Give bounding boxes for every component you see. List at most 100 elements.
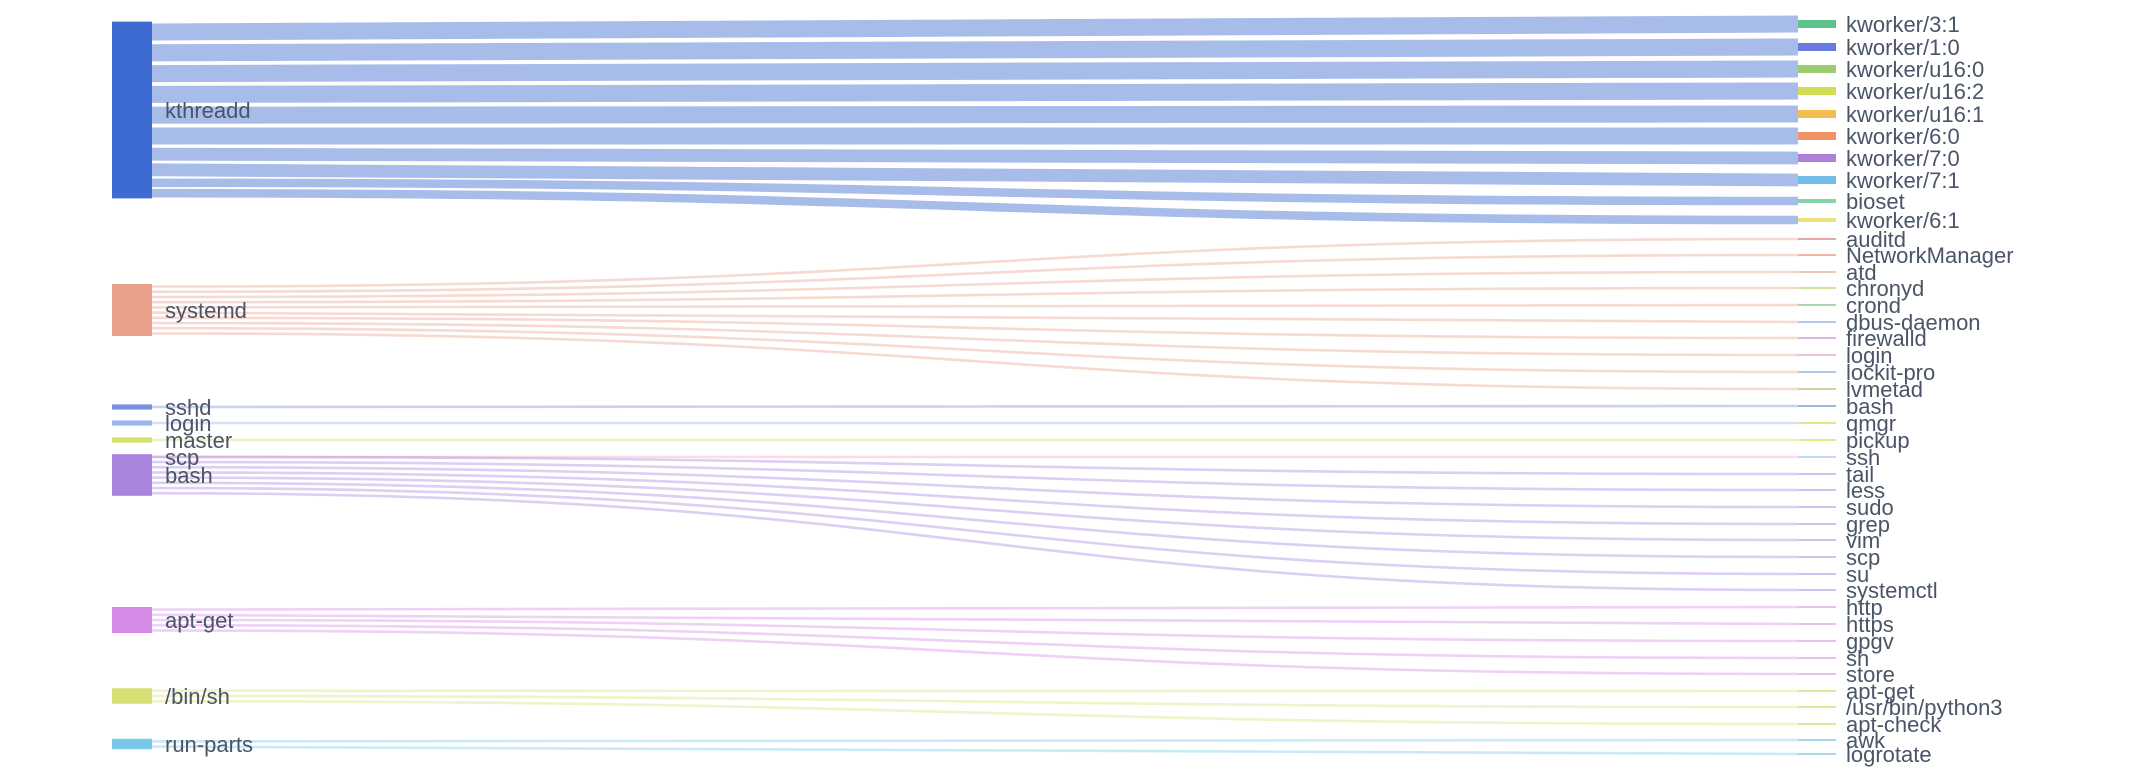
- link-systemd-to-lvmetad[interactable]: [151, 332, 1799, 391]
- link-bash-to-su[interactable]: [151, 486, 1799, 576]
- link-kthreadd-to-kworker-7-0[interactable]: [151, 147, 1799, 165]
- target-label: vim: [1846, 528, 1880, 553]
- target-node-auditd[interactable]: [1798, 238, 1836, 240]
- link-systemd-to-login[interactable]: [151, 321, 1799, 357]
- target-node-pickup[interactable]: [1798, 439, 1836, 441]
- target-node-su[interactable]: [1798, 573, 1836, 575]
- link-bash-to-sudo[interactable]: [151, 465, 1799, 509]
- link-apt-get-to-http[interactable]: [151, 605, 1799, 611]
- link-run-parts-to-awk[interactable]: [151, 738, 1799, 743]
- link-run-parts-to-logrotate[interactable]: [151, 745, 1799, 756]
- link-bash-to-scp[interactable]: [151, 481, 1799, 559]
- link-bash-to-systemctl[interactable]: [151, 491, 1799, 592]
- source-node-kthreadd[interactable]: [112, 21, 152, 199]
- target-node-tail[interactable]: [1798, 473, 1836, 475]
- link-bash-to-grep[interactable]: [151, 471, 1799, 526]
- target-node-systemctl[interactable]: [1798, 589, 1836, 591]
- link--bin-sh-to--usr-bin-python3[interactable]: [151, 694, 1799, 709]
- target-node-kworker-u16-0[interactable]: [1798, 65, 1836, 73]
- link-kthreadd-to-kworker-u16-0[interactable]: [151, 60, 1799, 83]
- source-label: scp: [165, 445, 199, 470]
- target-node-bioset[interactable]: [1798, 199, 1836, 203]
- target-node-qmgr[interactable]: [1798, 422, 1836, 424]
- target-node-crond[interactable]: [1798, 304, 1836, 306]
- link-systemd-to-atd[interactable]: [151, 270, 1799, 299]
- link-bash-to-vim[interactable]: [151, 476, 1799, 542]
- link-systemd-to-firewalld[interactable]: [151, 316, 1799, 340]
- target-node-bash[interactable]: [1798, 405, 1836, 407]
- target-node-apt-check[interactable]: [1798, 723, 1836, 725]
- link-kthreadd-to-bioset[interactable]: [151, 178, 1799, 206]
- link-systemd-to-dbus-daemon[interactable]: [151, 311, 1799, 324]
- target-node-sh[interactable]: [1798, 657, 1836, 659]
- target-node-kworker-3-1[interactable]: [1798, 20, 1836, 28]
- link-apt-get-to-https[interactable]: [151, 613, 1799, 626]
- target-node-dbus-daemon[interactable]: [1798, 321, 1836, 323]
- target-label: apt-check: [1846, 712, 1942, 737]
- link--bin-sh-to-apt-check[interactable]: [151, 699, 1799, 726]
- link-apt-get-to-store[interactable]: [151, 629, 1799, 676]
- target-node-kworker-1-0[interactable]: [1798, 43, 1836, 51]
- source-node--bin-sh[interactable]: [112, 688, 152, 704]
- source-node-sshd[interactable]: [112, 404, 152, 410]
- target-node-ssh[interactable]: [1798, 456, 1836, 458]
- target-node-grep[interactable]: [1798, 523, 1836, 525]
- target-node-kworker-6-1[interactable]: [1798, 218, 1836, 222]
- target-node-logrotate[interactable]: [1798, 753, 1836, 755]
- target-label: chronyd: [1846, 276, 1924, 301]
- source-node-systemd[interactable]: [112, 284, 152, 336]
- target-node-atd[interactable]: [1798, 271, 1836, 273]
- target-label: auditd: [1846, 227, 1906, 252]
- link-kthreadd-to-kworker-6-1[interactable]: [151, 188, 1799, 225]
- link-apt-get-to-sh[interactable]: [151, 623, 1799, 660]
- target-node-http[interactable]: [1798, 606, 1836, 608]
- target-label: dbus-daemon: [1846, 310, 1981, 335]
- target-node-apt-get[interactable]: [1798, 690, 1836, 692]
- target-node-awk[interactable]: [1798, 739, 1836, 741]
- link-bash-to-tail[interactable]: [151, 455, 1799, 476]
- target-node-kworker-6-0[interactable]: [1798, 132, 1836, 140]
- target-label: less: [1846, 478, 1885, 503]
- link-kthreadd-to-kworker-3-1[interactable]: [151, 15, 1799, 41]
- link-systemd-to-auditd[interactable]: [151, 237, 1799, 288]
- target-label: lvmetad: [1846, 377, 1923, 402]
- target-node-lvmetad[interactable]: [1798, 388, 1836, 390]
- source-node-run-parts[interactable]: [112, 738, 152, 750]
- source-node-bash[interactable]: [112, 454, 152, 496]
- target-node-networkmanager[interactable]: [1798, 254, 1836, 256]
- target-node-firewalld[interactable]: [1798, 337, 1836, 339]
- link-apt-get-to-gpgv[interactable]: [151, 618, 1799, 643]
- link-systemd-to-lockit-pro[interactable]: [151, 326, 1799, 374]
- link-kthreadd-to-kworker-u16-2[interactable]: [151, 82, 1799, 103]
- target-label: ssh: [1846, 445, 1880, 470]
- target-node-lockit-pro[interactable]: [1798, 371, 1836, 373]
- link-systemd-to-networkmanager[interactable]: [151, 253, 1799, 294]
- source-node-apt-get[interactable]: [112, 607, 152, 633]
- target-node-scp[interactable]: [1798, 556, 1836, 558]
- source-node-login[interactable]: [112, 420, 152, 426]
- source-node-master[interactable]: [112, 437, 152, 443]
- target-node-https[interactable]: [1798, 623, 1836, 625]
- link-kthreadd-to-kworker-u16-1[interactable]: [151, 105, 1799, 124]
- target-node--usr-bin-python3[interactable]: [1798, 706, 1836, 708]
- link-sshd-to-bash[interactable]: [151, 404, 1799, 409]
- link-kthreadd-to-kworker-1-0[interactable]: [151, 38, 1799, 62]
- link-systemd-to-crond[interactable]: [151, 303, 1799, 309]
- target-node-chronyd[interactable]: [1798, 287, 1836, 289]
- target-label: kworker/u16:0: [1846, 57, 1984, 82]
- target-node-store[interactable]: [1798, 673, 1836, 675]
- target-node-login[interactable]: [1798, 354, 1836, 356]
- target-label: gpgv: [1846, 629, 1894, 654]
- target-node-kworker-u16-2[interactable]: [1798, 87, 1836, 95]
- target-node-vim[interactable]: [1798, 539, 1836, 541]
- target-node-kworker-7-0[interactable]: [1798, 154, 1836, 162]
- target-node-kworker-7-1[interactable]: [1798, 176, 1836, 184]
- sankey-links: [151, 15, 1799, 756]
- target-node-sudo[interactable]: [1798, 506, 1836, 508]
- link-systemd-to-chronyd[interactable]: [151, 286, 1799, 304]
- link-bash-to-less[interactable]: [151, 460, 1799, 492]
- target-node-gpgv[interactable]: [1798, 640, 1836, 642]
- target-node-kworker-u16-1[interactable]: [1798, 110, 1836, 118]
- link-kthreadd-to-kworker-7-1[interactable]: [151, 163, 1799, 187]
- target-node-less[interactable]: [1798, 489, 1836, 491]
